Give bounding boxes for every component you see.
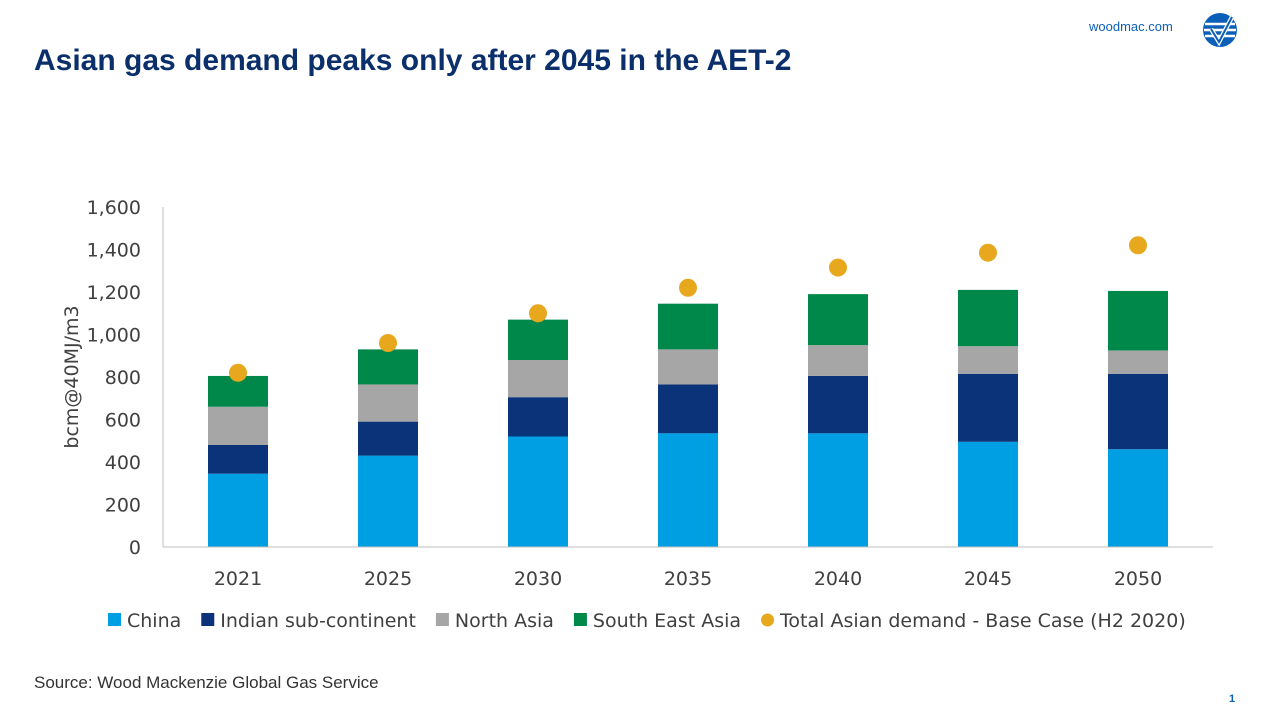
bar-segment-indian-sub-continent <box>1108 373 1168 450</box>
x-tick-label: 2040 <box>814 568 862 590</box>
bar-segment-indian-sub-continent <box>808 375 868 434</box>
page-number: 1 <box>1229 693 1236 705</box>
total-demand-point <box>229 363 247 382</box>
legend-label: Indian sub-continent <box>220 610 416 632</box>
y-tick-label: 200 <box>105 495 141 517</box>
bar-segment-indian-sub-continent <box>658 384 718 434</box>
x-tick-label: 2021 <box>214 568 262 590</box>
bar-segment-china <box>508 436 568 547</box>
x-tick-label: 2030 <box>514 568 562 590</box>
legend-swatch <box>435 613 449 626</box>
website-link[interactable]: woodmac.com <box>1089 19 1173 34</box>
chart-legend: China Indian sub-continent North Asia South… <box>108 610 1186 632</box>
y-tick-label: 600 <box>105 410 141 432</box>
legend-swatch <box>108 613 121 626</box>
bar-segment-indian-sub-continent <box>508 397 568 437</box>
legend-label: Total Asian demand - Base Case (H2 2020) <box>779 610 1186 632</box>
x-tick-label: 2045 <box>964 568 1012 590</box>
total-demand-point <box>979 243 997 262</box>
bar-segment-china <box>808 433 868 547</box>
y-tick-label: 1,400 <box>87 240 141 262</box>
bar-segment-north-asia <box>208 406 268 445</box>
legend-swatch <box>573 613 587 626</box>
y-tick-label: 1,000 <box>87 325 141 347</box>
total-demand-point <box>829 258 847 277</box>
legend-swatch <box>201 613 215 626</box>
y-tick-label: 1,600 <box>87 197 141 219</box>
x-tick-label: 2050 <box>1114 568 1162 590</box>
bar-segment-north-asia <box>1108 350 1168 374</box>
total-demand-point <box>529 304 547 323</box>
y-tick-label: 400 <box>105 452 141 474</box>
legend-label: North Asia <box>455 610 554 632</box>
y-axis-label: bcm@40MJ/m3 <box>61 305 83 448</box>
total-demand-point <box>1129 236 1147 255</box>
bar-segment-china <box>358 455 418 547</box>
bars-group <box>208 289 1168 547</box>
bar-segment-indian-sub-continent <box>358 421 418 456</box>
bar-segment-china <box>958 441 1018 547</box>
total-demand-point <box>679 278 697 297</box>
bar-segment-indian-sub-continent <box>958 373 1018 442</box>
bar-segment-indian-sub-continent <box>208 445 268 474</box>
bar-segment-china <box>208 473 268 547</box>
bar-segment-china <box>658 433 718 547</box>
x-tick-label: 2025 <box>364 568 412 590</box>
bar-segment-south-east-asia <box>658 303 718 350</box>
legend-swatch <box>761 613 775 627</box>
y-tick-label: 1,200 <box>87 282 141 304</box>
source-note: Source: Wood Mackenzie Global Gas Servic… <box>34 673 379 692</box>
total-demand-points <box>229 236 1147 382</box>
legend-label: China <box>127 610 181 632</box>
bar-segment-south-east-asia <box>508 319 568 360</box>
x-axis-ticks: 2021 2025 2030 2035 2040 2045 2050 <box>214 568 1162 590</box>
legend-label: South East Asia <box>593 610 741 632</box>
y-axis-ticks: 0 200 400 600 800 1,000 1,200 1,400 1,600 <box>87 197 141 559</box>
bar-segment-south-east-asia <box>358 349 418 385</box>
y-tick-label: 0 <box>129 537 141 559</box>
bar-segment-north-asia <box>358 384 418 422</box>
bar-segment-north-asia <box>808 345 868 376</box>
x-tick-label: 2035 <box>664 568 712 590</box>
bar-segment-south-east-asia <box>808 294 868 346</box>
woodmac-logo-icon <box>1203 13 1237 47</box>
bar-segment-north-asia <box>508 360 568 398</box>
y-tick-label: 800 <box>105 367 141 389</box>
bar-segment-north-asia <box>958 346 1018 374</box>
bar-segment-south-east-asia <box>1108 290 1168 351</box>
bar-segment-china <box>1108 449 1168 547</box>
page-title: Asian gas demand peaks only after 2045 i… <box>34 44 792 77</box>
bar-segment-north-asia <box>658 349 718 385</box>
total-demand-point <box>379 334 397 352</box>
bar-segment-south-east-asia <box>958 289 1018 347</box>
